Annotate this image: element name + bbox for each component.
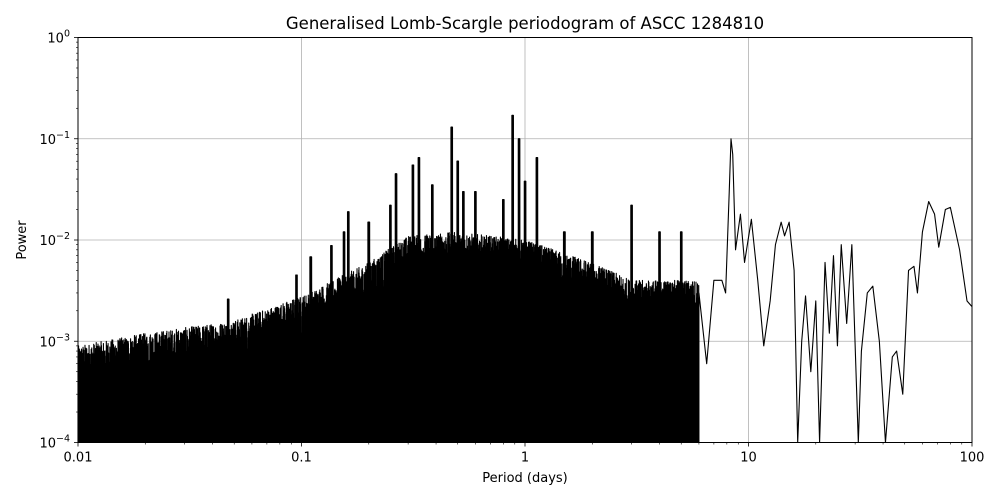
y-tick-label: 10−1 [39,130,70,148]
y-tick-label: 100 [47,29,70,47]
x-tick-label: 100 [960,451,985,466]
x-tick-label: 0.1 [291,451,312,466]
x-tick-label: 1 [521,451,529,466]
y-tick-label: 10−3 [39,332,70,350]
series-power [77,114,973,444]
y-tick-label: 10−4 [39,434,70,452]
y-axis-label: Power [15,220,30,260]
x-tick-label: 10 [740,451,757,466]
x-axis-label: Period (days) [482,471,568,486]
axis-ticks: 0.01 0.1 1 10 100 10−4 10−3 10−2 10−1 100 [39,29,984,466]
y-tick-label: 10−2 [39,231,70,249]
x-tick-label: 0.01 [64,451,93,466]
series-line-power [77,114,973,444]
chart-title: Generalised Lomb-Scargle periodogram of … [286,14,764,33]
